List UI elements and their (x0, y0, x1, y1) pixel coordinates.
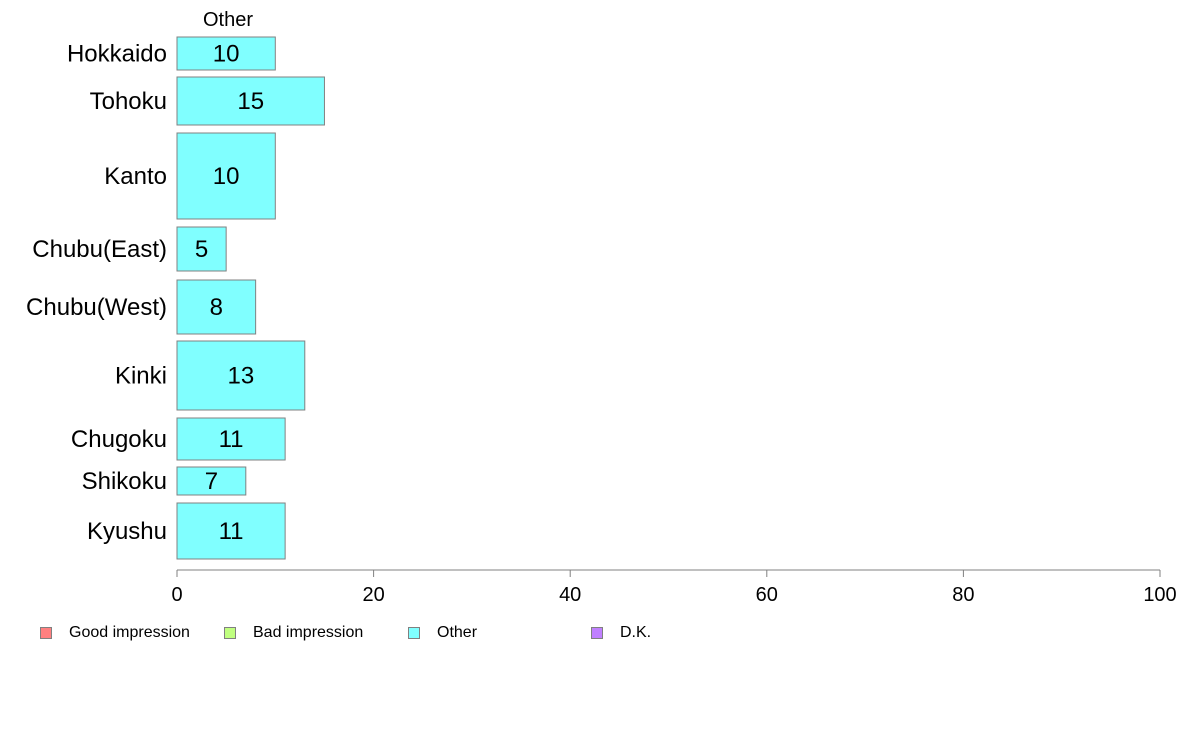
legend-item-other: Other (408, 624, 477, 642)
bar-chubu-west (176, 279, 257, 335)
data-label-chugoku: 11 (219, 426, 244, 453)
legend-swatch-bad-impression (224, 627, 236, 639)
bar-chugoku (176, 417, 286, 461)
category-label-kanto: Kanto (104, 163, 167, 190)
x-tick-label-100: 100 (1143, 584, 1176, 606)
category-label-chubu-west: Chubu(West) (26, 294, 167, 321)
panel-title: Other (203, 9, 253, 31)
legend-label-dk: D.K. (620, 624, 652, 641)
data-label-tohoku: 15 (237, 88, 264, 115)
data-label-chubu-east: 5 (195, 236, 208, 263)
bar-kinki (176, 340, 306, 411)
data-label-kanto: 10 (213, 163, 240, 190)
x-axis: 0 20 40 60 80 100 (171, 569, 1177, 606)
legend-swatch-good-impression (40, 627, 52, 639)
data-label-kinki: 13 (228, 363, 255, 390)
bar-chart: Other Hokkaido 10 Tohoku 15 Kanto 10 Chubu(Eas… (26, 9, 1177, 606)
category-label-chugoku: Chugoku (71, 426, 167, 453)
category-label-kyushu: Kyushu (87, 518, 167, 545)
category-label-kinki: Kinki (115, 363, 167, 390)
category-label-tohoku: Tohoku (90, 88, 167, 115)
data-label-kyushu: 11 (219, 518, 244, 545)
bar-chubu-east (176, 226, 227, 272)
legend-swatch-dk (591, 627, 603, 639)
x-tick-label-80: 80 (952, 584, 974, 606)
x-tick-label-60: 60 (756, 584, 778, 606)
legend-swatch-other (408, 627, 420, 639)
x-tick-label-0: 0 (171, 584, 182, 606)
bar-kyushu (176, 502, 286, 560)
bars-layer: Hokkaido 10 Tohoku 15 Kanto 10 Chubu(East) 5 Chu… (26, 36, 325, 560)
data-label-shikoku: 7 (205, 468, 218, 495)
data-label-hokkaido: 10 (213, 41, 240, 68)
bar-hokkaido (176, 36, 276, 71)
legend-item-good-impression: Good impression (40, 624, 190, 642)
legend-label-other: Other (437, 624, 478, 641)
category-label-chubu-east: Chubu(East) (32, 236, 167, 263)
x-tick-label-20: 20 (362, 584, 384, 606)
legend-item-bad-impression: Bad impression (224, 624, 363, 642)
category-label-hokkaido: Hokkaido (67, 41, 167, 68)
legend-label-bad-impression: Bad impression (253, 624, 364, 641)
bar-tohoku (176, 76, 325, 126)
data-label-chubu-west: 8 (210, 294, 223, 321)
bar-kanto (176, 132, 276, 220)
bar-shikoku (176, 466, 247, 496)
category-label-shikoku: Shikoku (82, 468, 167, 495)
x-tick-label-40: 40 (559, 584, 581, 606)
legend-item-dk: D.K. (591, 624, 651, 642)
legend-label-good-impression: Good impression (69, 624, 190, 641)
